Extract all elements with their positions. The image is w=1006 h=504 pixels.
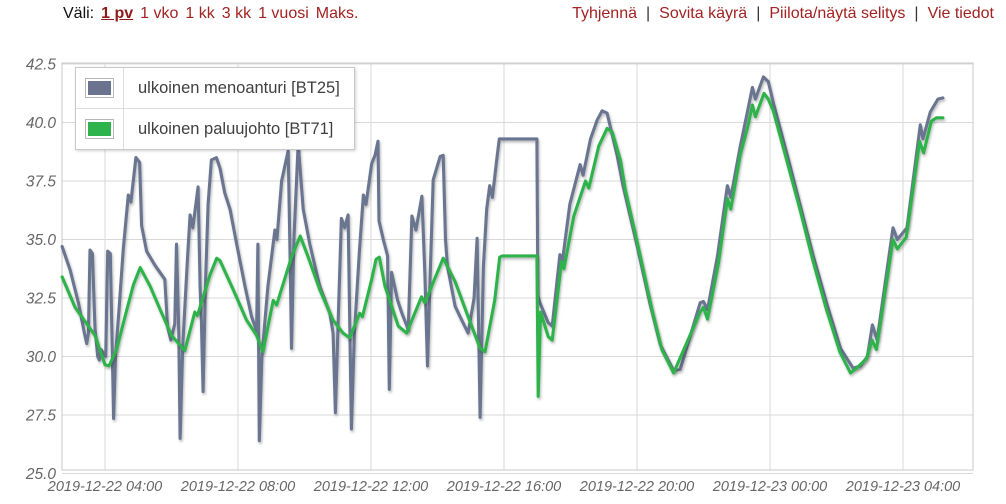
y-tick-label: 27.5: [25, 408, 57, 425]
y-tick-label: 37.5: [26, 174, 57, 191]
range-option-1vuosi[interactable]: 1 vuosi: [258, 5, 309, 22]
series-color-icon: [85, 78, 114, 98]
legend-item-bt71[interactable]: ulkoinen paluujohto [BT71]: [76, 108, 354, 149]
range-option-1kk[interactable]: 1 kk: [185, 5, 215, 22]
y-tick-label: 42.5: [26, 57, 57, 74]
x-tick-label: 2019-12-22 12:00: [313, 479, 429, 495]
y-tick-label: 35.0: [26, 232, 57, 249]
y-tick-label: 40.0: [26, 115, 57, 132]
x-tick-label: 2019-12-22 20:00: [579, 479, 695, 495]
x-tick-label: 2019-12-22 08:00: [180, 479, 296, 495]
y-tick-label: 32.5: [26, 291, 57, 308]
range-option-3kk[interactable]: 3 kk: [221, 5, 252, 22]
legend-label-bt25: ulkoinen menoanturi [BT25]: [138, 78, 340, 97]
y-axis-labels: 25.0 27.5 30.0 32.5 35.0 37.5 40.0 42.5: [25, 57, 57, 484]
chart-legend: ulkoinen menoanturi [BT25] ulkoinen palu…: [75, 67, 355, 150]
chart-actions: Tyhjennä | Sovita käyrä | Piilota/näytä …: [572, 5, 994, 23]
range-option-1vko[interactable]: 1 vko: [140, 5, 179, 22]
series-line-bt71: [60, 91, 945, 398]
y-tick-label: 30.0: [26, 349, 57, 366]
fit-curve-button[interactable]: Sovita käyrä: [659, 5, 748, 22]
clear-button[interactable]: Tyhjennä: [572, 5, 637, 22]
separator: |: [646, 5, 651, 22]
range-label: Väli:: [63, 5, 95, 22]
legend-item-bt25[interactable]: ulkoinen menoanturi [BT25]: [76, 68, 354, 108]
x-axis-labels: 2019-12-22 04:00 2019-12-22 08:00 2019-12-…: [47, 479, 961, 495]
gridlines: [62, 63, 973, 474]
range-option-1pv[interactable]: 1 pv: [101, 5, 134, 22]
x-tick-label: 2019-12-23 04:00: [845, 479, 961, 495]
plot-area[interactable]: [61, 62, 974, 471]
separator: |: [914, 5, 919, 22]
y-tick-label: 25.0: [25, 466, 57, 483]
toggle-legend-button[interactable]: Piilota/näytä selitys: [769, 5, 906, 22]
legend-swatch-cell: [76, 109, 124, 149]
legend-swatch-cell: [76, 68, 124, 108]
series-color-icon: [85, 119, 114, 139]
x-tick-label: 2019-12-22 16:00: [446, 479, 562, 495]
export-data-button[interactable]: Vie tiedot: [927, 5, 994, 22]
chart-toolbar: Väli: 1 pv 1 vko 1 kk 3 kk 1 vuosi Maks.…: [0, 5, 1006, 23]
legend-label-bt71: ulkoinen paluujohto [BT71]: [138, 119, 334, 138]
range-option-maks[interactable]: Maks.: [315, 5, 359, 22]
x-tick-label: 2019-12-22 04:00: [47, 479, 163, 495]
x-tick-label: 2019-12-23 00:00: [712, 479, 828, 495]
separator: |: [756, 5, 761, 22]
range-selector: Väli: 1 pv 1 vko 1 kk 3 kk 1 vuosi Maks.: [63, 5, 358, 23]
